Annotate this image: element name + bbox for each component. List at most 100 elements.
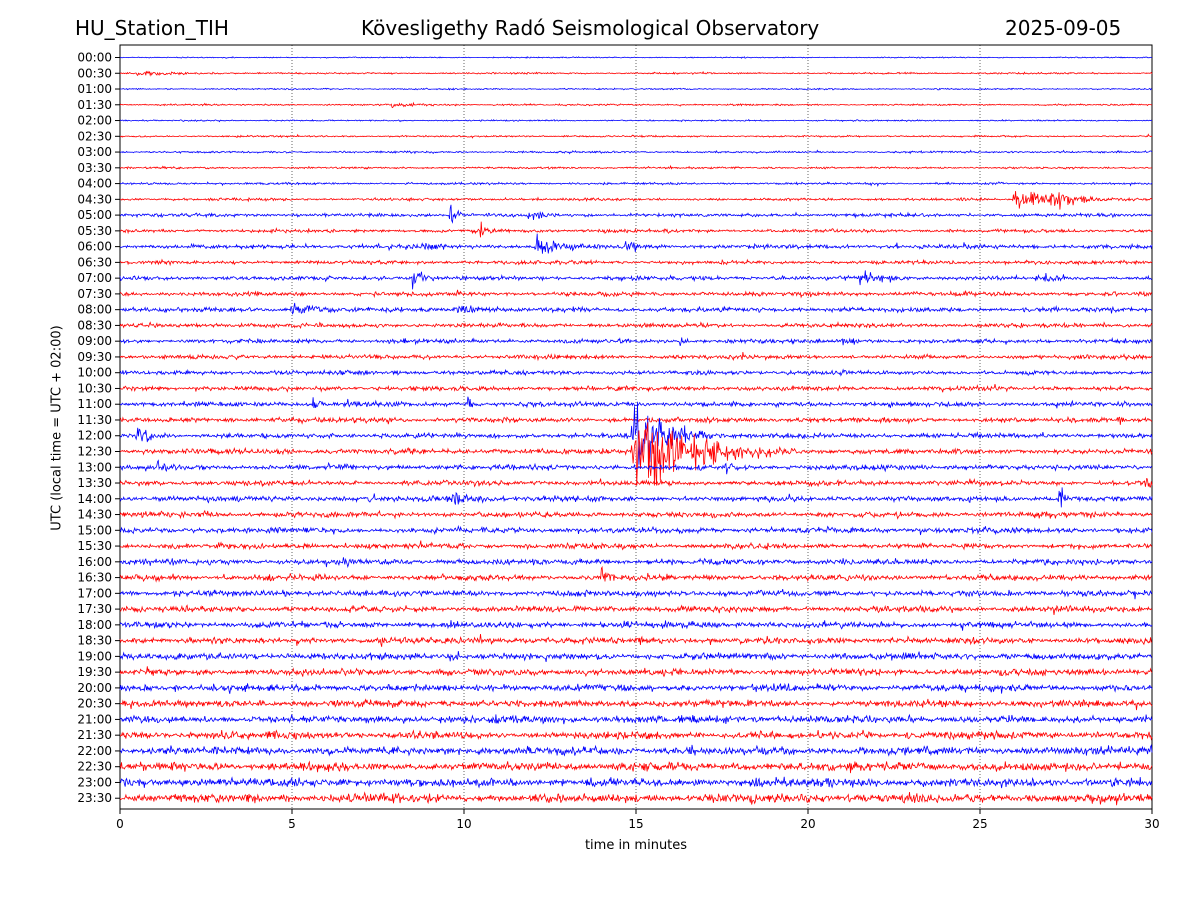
y-tick-label: 17:00	[77, 586, 112, 600]
y-tick-label: 06:30	[77, 255, 112, 269]
y-tick-label: 05:00	[77, 208, 112, 222]
y-axis-label: UTC (local time = UTC + 02:00)	[49, 325, 65, 531]
y-tick-label: 20:30	[77, 697, 112, 711]
trace-1630	[119, 565, 1152, 583]
x-tick-label: 30	[1144, 817, 1159, 831]
y-tick-label: 13:00	[77, 460, 112, 474]
x-tick-label: 0	[116, 817, 124, 831]
trace-1800	[119, 620, 1153, 631]
y-tick-label: 14:30	[77, 508, 112, 522]
y-tick-label: 20:00	[77, 681, 112, 695]
trace-2100	[119, 713, 1153, 725]
chart-title: Kövesligethy Radó Seismological Observat…	[361, 16, 820, 40]
trace-1700	[119, 588, 1153, 600]
y-tick-label: 09:00	[77, 334, 112, 348]
y-tick-label: 01:00	[77, 82, 112, 96]
trace-1530	[119, 540, 1153, 551]
y-tick-label: 11:30	[77, 413, 112, 427]
y-tick-label: 23:30	[77, 791, 112, 805]
trace-1600	[119, 557, 1153, 569]
trace-1500	[119, 524, 1153, 536]
grid-lines	[291, 45, 981, 809]
trace-0600	[119, 233, 1153, 254]
y-tick-label: 11:00	[77, 397, 112, 411]
trace-0100	[119, 87, 1153, 91]
trace-2000	[119, 682, 1153, 694]
x-tick-label: 25	[972, 817, 987, 831]
trace-0900	[119, 337, 1153, 346]
y-tick-label: 15:30	[77, 539, 112, 553]
trace-0300	[119, 149, 1153, 155]
y-tick-label: 22:30	[77, 760, 112, 774]
y-tick-label: 02:30	[77, 129, 112, 143]
y-tick-label: 12:00	[77, 429, 112, 443]
trace-1100	[119, 396, 1153, 409]
y-tick-label: 02:00	[77, 114, 112, 128]
y-tick-label: 06:00	[77, 240, 112, 254]
y-tick-label: 07:00	[77, 271, 112, 285]
trace-1830	[119, 633, 1153, 647]
trace-0400	[119, 181, 1153, 187]
y-tick-label: 21:00	[77, 712, 112, 726]
trace-0830	[119, 321, 1153, 329]
trace-1230	[119, 422, 1153, 486]
y-tick-label: 00:30	[77, 66, 112, 80]
trace-2200	[119, 744, 1153, 757]
trace-0700	[119, 270, 1153, 290]
y-tick-label: 19:00	[77, 649, 112, 663]
x-tick-label: 5	[288, 817, 296, 831]
trace-0730	[119, 289, 1152, 299]
trace-1300	[119, 459, 1152, 475]
trace-2230	[119, 760, 1153, 774]
y-tick-label: 01:30	[77, 98, 112, 112]
y-tick-label: 17:30	[77, 602, 112, 616]
y-tick-label: 07:30	[77, 287, 112, 301]
y-tick-label: 09:30	[77, 350, 112, 364]
y-tick-label: 18:00	[77, 618, 112, 632]
y-tick-label: 05:30	[77, 224, 112, 238]
date-label: 2025-09-05	[1005, 16, 1122, 40]
y-tick-label: 22:00	[77, 744, 112, 758]
trace-1430	[119, 509, 1153, 520]
trace-2030	[119, 698, 1153, 711]
x-tick-label: 20	[800, 817, 815, 831]
y-tick-label: 04:30	[77, 192, 112, 206]
trace-0930	[119, 352, 1153, 362]
y-tick-label: 18:30	[77, 634, 112, 648]
y-tick-label: 19:30	[77, 665, 112, 679]
y-tick-label: 03:00	[77, 145, 112, 159]
trace-1200	[119, 401, 1153, 465]
trace-0530	[119, 221, 1153, 238]
trace-1930	[119, 666, 1153, 678]
trace-0230	[119, 133, 1153, 139]
y-tick-label: 03:30	[77, 161, 112, 175]
trace-0000	[119, 56, 1153, 59]
y-tick-label: 10:00	[77, 366, 112, 380]
trace-1730	[119, 604, 1153, 615]
y-tick-label: 08:30	[77, 318, 112, 332]
trace-1400	[119, 487, 1153, 508]
y-tick-label: 10:30	[77, 381, 112, 395]
y-tick-label: 14:00	[77, 492, 112, 506]
trace-layer	[119, 56, 1153, 806]
trace-0430	[119, 190, 1153, 210]
x-axis-ticks: 0 5 10 15 20 25 30	[116, 809, 1160, 831]
trace-1330	[119, 477, 1153, 488]
y-tick-label: 12:30	[77, 445, 112, 459]
trace-1900	[119, 651, 1153, 662]
trace-0030	[119, 70, 1153, 77]
trace-1030	[119, 384, 1153, 393]
y-tick-label: 16:30	[77, 571, 112, 585]
trace-0500	[119, 204, 1153, 224]
trace-0200	[119, 118, 1153, 123]
y-tick-label: 15:00	[77, 523, 112, 537]
trace-1130	[119, 415, 1153, 425]
trace-2130	[119, 729, 1153, 741]
trace-0130	[119, 101, 1153, 109]
y-tick-label: 21:30	[77, 728, 112, 742]
y-tick-label: 04:00	[77, 177, 112, 191]
trace-2300	[119, 776, 1153, 789]
x-tick-label: 15	[628, 817, 643, 831]
